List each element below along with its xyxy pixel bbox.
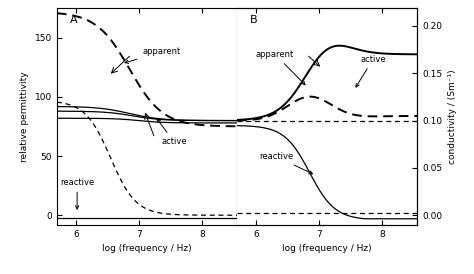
Y-axis label: conductivity / (Sm⁻¹): conductivity / (Sm⁻¹) <box>447 69 456 164</box>
Y-axis label: relative permittivity: relative permittivity <box>20 71 29 162</box>
Text: B: B <box>250 15 257 25</box>
X-axis label: log (frequency / Hz): log (frequency / Hz) <box>102 244 192 253</box>
Text: A: A <box>70 15 77 25</box>
Text: apparent: apparent <box>125 47 181 63</box>
X-axis label: log (frequency / Hz): log (frequency / Hz) <box>282 244 372 253</box>
Text: active: active <box>157 119 187 146</box>
Text: apparent: apparent <box>256 50 305 85</box>
Text: reactive: reactive <box>60 178 94 209</box>
Text: reactive: reactive <box>259 152 312 174</box>
Text: active: active <box>356 55 386 87</box>
